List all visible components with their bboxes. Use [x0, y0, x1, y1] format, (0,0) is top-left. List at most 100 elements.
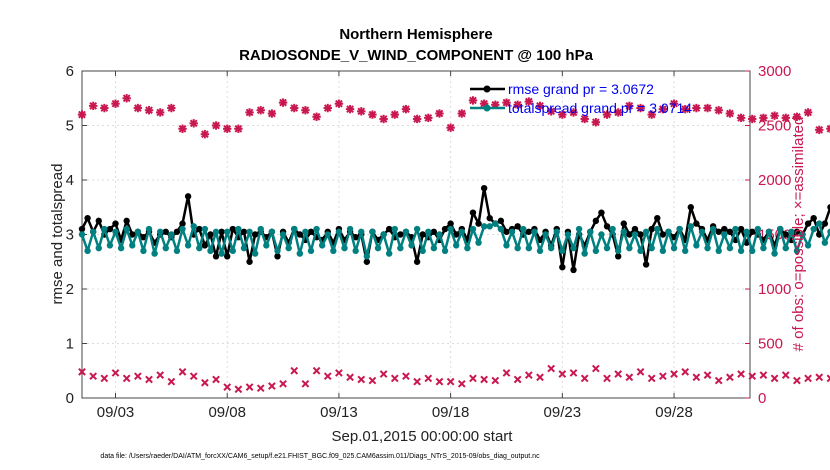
data-point-obs-possible — [211, 121, 221, 130]
marker-stroke — [770, 111, 779, 120]
data-point-obs-possible — [223, 124, 232, 133]
data-point-totalspread — [637, 247, 644, 255]
marker-stroke — [580, 374, 589, 383]
marker-stroke — [256, 106, 265, 115]
marker-stroke — [826, 374, 830, 380]
x-tick-label: 09/28 — [655, 404, 693, 421]
data-point-obs-assimilated — [726, 373, 734, 382]
data-point-obs-assimilated — [737, 370, 745, 378]
data-point-rmse — [503, 228, 510, 235]
data-point-totalspread — [151, 250, 158, 257]
marker-stroke — [379, 115, 388, 123]
data-point-obs-assimilated — [748, 372, 757, 381]
y2-tick-label: 500 — [758, 336, 783, 353]
data-point-obs-possible — [178, 124, 187, 133]
data-point-obs-possible — [513, 100, 522, 109]
marker-stroke — [100, 374, 109, 383]
data-point-rmse — [626, 231, 633, 238]
y-tick-label: 6 — [66, 63, 74, 80]
data-point-rmse — [793, 228, 801, 235]
data-point-obs-assimilated — [268, 382, 276, 390]
marker-stroke — [256, 384, 265, 393]
data-point-obs-possible — [323, 103, 332, 113]
data-point-totalspread — [145, 225, 153, 233]
marker-stroke — [625, 102, 634, 110]
data-point-totalspread — [369, 228, 376, 235]
data-point-totalspread — [324, 231, 331, 238]
marker-stroke — [815, 373, 824, 382]
marker-stroke — [659, 372, 667, 381]
marker-stroke — [189, 119, 198, 128]
data-point-totalspread — [760, 244, 767, 252]
data-point-rmse — [620, 220, 627, 227]
marker-stroke — [402, 105, 410, 114]
marker-stroke — [167, 104, 176, 112]
data-point-obs-assimilated — [212, 375, 220, 384]
data-point-rmse — [749, 228, 756, 235]
series-rmse — [78, 184, 830, 274]
data-point-obs-assimilated — [256, 384, 265, 393]
data-point-totalspread — [793, 247, 801, 255]
data-point-rmse — [821, 220, 829, 227]
marker-stroke — [133, 104, 142, 112]
data-point-totalspread — [603, 244, 611, 252]
data-point-obs-possible — [703, 103, 712, 113]
marker-stroke — [78, 367, 86, 376]
y2-tick-label: 1000 — [758, 281, 791, 298]
marker-stroke — [201, 130, 209, 139]
data-point-totalspread — [726, 244, 734, 252]
data-point-obs-assimilated — [167, 377, 176, 386]
data-point-totalspread — [374, 244, 382, 252]
data-point-totalspread — [302, 228, 309, 235]
data-point-totalspread — [665, 228, 672, 235]
data-point-totalspread — [542, 231, 549, 238]
y-tick-label: 0 — [66, 390, 74, 407]
y-tick-label: 5 — [66, 118, 74, 135]
data-point-totalspread — [721, 231, 728, 238]
data-point-totalspread — [453, 242, 460, 249]
data-point-obs-possible — [357, 107, 366, 116]
data-point-totalspread — [598, 231, 605, 238]
data-point-obs-assimilated — [815, 373, 824, 382]
marker-stroke — [536, 102, 544, 110]
x-axis: 09/03 09/08 09/13 09/18 09/23 09/28 — [97, 71, 693, 421]
data-point-rmse — [179, 220, 186, 227]
marker-stroke — [793, 112, 801, 121]
data-point-obs-assimilated — [245, 383, 254, 391]
legend-label-totalspread: totalspread grand pr = 3.0714 — [508, 100, 692, 116]
marker-stroke — [826, 377, 830, 383]
data-point-totalspread — [810, 225, 817, 233]
data-point-totalspread — [475, 239, 482, 246]
marker-stroke — [133, 372, 142, 381]
data-point-obs-assimilated — [513, 375, 522, 384]
data-point-rmse — [469, 209, 477, 216]
data-point-obs-assimilated — [536, 373, 544, 382]
marker-stroke — [89, 372, 98, 381]
data-point-obs-possible — [401, 104, 411, 114]
data-point-obs-assimilated — [636, 367, 645, 376]
marker-stroke — [167, 377, 176, 386]
data-point-totalspread — [614, 247, 622, 255]
marker-stroke — [435, 109, 444, 118]
data-point-totalspread — [441, 247, 449, 255]
data-point-rmse — [173, 228, 181, 235]
marker-stroke — [156, 108, 165, 117]
data-point-totalspread — [486, 223, 493, 230]
marker-stroke — [804, 374, 812, 383]
data-point-rmse — [229, 225, 237, 233]
marker-stroke — [491, 376, 500, 385]
data-point-totalspread — [749, 247, 756, 255]
data-point-obs-assimilated — [435, 377, 444, 386]
marker-stroke — [301, 379, 310, 388]
data-point-totalspread — [659, 247, 667, 255]
data-point-obs-assimilated — [659, 372, 667, 381]
data-point-totalspread — [296, 250, 304, 257]
data-point-obs-assimilated — [770, 374, 779, 383]
data-point-obs-possible — [412, 114, 422, 124]
data-point-totalspread — [782, 244, 789, 252]
data-point-obs-possible — [625, 101, 634, 111]
marker-stroke — [591, 364, 600, 373]
data-point-totalspread — [682, 247, 689, 255]
